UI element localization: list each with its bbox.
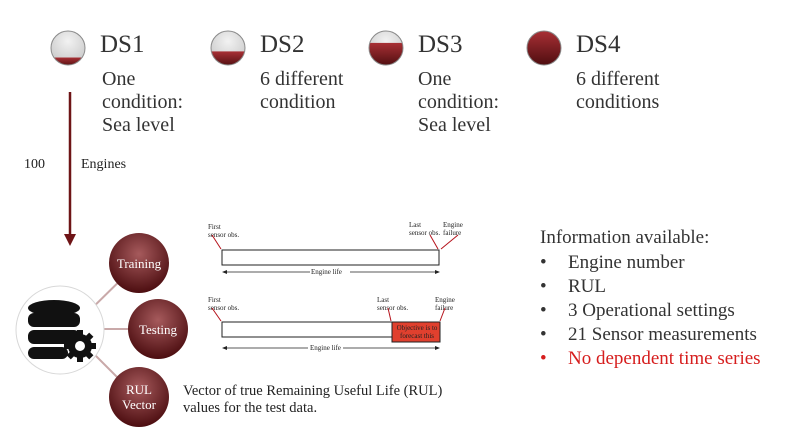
ds3-label: DS3 xyxy=(418,31,463,58)
testing-engine-failure: Engine failure xyxy=(435,296,455,312)
testing-timeline-graphic xyxy=(211,307,446,350)
engines-arrow-icon xyxy=(64,92,76,246)
ds4-fill-icon xyxy=(526,30,562,66)
training-first-obs: First sensor obs. xyxy=(208,223,240,239)
testing-last-obs: Last sensor obs. xyxy=(377,296,409,312)
info-item: • RUL xyxy=(540,276,606,298)
testing-engine-life: Engine life xyxy=(308,344,343,352)
training-engine-failure: Engine failure xyxy=(443,221,463,237)
rul-vector-label: RUL Vector xyxy=(108,382,170,412)
bullet-icon: • xyxy=(540,324,547,345)
ds1-fill-level xyxy=(51,57,85,65)
info-item-text: 21 Sensor measurements xyxy=(568,324,757,345)
ds4-description: 6 different conditions xyxy=(576,68,660,113)
bullet-icon: • xyxy=(540,276,547,297)
training-last-obs: Last sensor obs. xyxy=(409,221,441,237)
testing-objective: Objective is to forecast this xyxy=(396,324,438,340)
bullet-icon: • xyxy=(540,300,547,321)
ds2-fill-icon xyxy=(210,30,246,66)
ds4-label: DS4 xyxy=(576,31,621,58)
engine-count: 100 xyxy=(24,157,45,172)
rul-caption: Vector of true Remaining Useful Life (RU… xyxy=(183,383,443,416)
ds1-label: DS1 xyxy=(100,31,145,58)
info-item-text: RUL xyxy=(568,276,606,297)
info-item: • Engine number xyxy=(540,252,685,274)
ds3-fill-icon xyxy=(368,30,404,66)
ds1-description: One condition: Sea level xyxy=(102,68,184,136)
ds1-fill-icon xyxy=(50,30,86,66)
rul-label-line2: Vector xyxy=(122,397,156,412)
info-item-text: 3 Operational settings xyxy=(568,300,735,321)
info-item: • 21 Sensor measurements xyxy=(540,324,757,346)
info-title: Information available: xyxy=(540,227,710,248)
info-item: • 3 Operational settings xyxy=(540,300,735,322)
database-gear-icon xyxy=(15,285,105,375)
training-circle xyxy=(109,233,169,293)
training-timeline-graphic xyxy=(211,234,459,276)
testing-first-obs: First sensor obs. xyxy=(208,296,240,312)
info-item-highlight: • No dependent time series xyxy=(540,348,761,370)
training-label: Training xyxy=(116,256,162,271)
ds3-fill-level xyxy=(369,42,403,65)
bullet-icon: • xyxy=(540,252,547,273)
info-item-text: No dependent time series xyxy=(568,348,761,369)
ds3-description: One condition: Sea level xyxy=(418,68,500,136)
training-engine-life: Engine life xyxy=(311,268,342,276)
rul-label-line1: RUL xyxy=(126,382,152,397)
ds2-fill-level xyxy=(211,51,245,65)
ds2-description: 6 different condition xyxy=(260,68,344,113)
rul-vector-circle xyxy=(109,367,169,427)
info-item-text: Engine number xyxy=(568,252,685,273)
bullet-icon: • xyxy=(540,348,547,369)
ds4-fill-level xyxy=(527,31,561,65)
testing-label: Testing xyxy=(138,322,178,337)
ds2-label: DS2 xyxy=(260,31,305,58)
engines-label: Engines xyxy=(81,157,127,172)
testing-circle xyxy=(128,299,188,359)
